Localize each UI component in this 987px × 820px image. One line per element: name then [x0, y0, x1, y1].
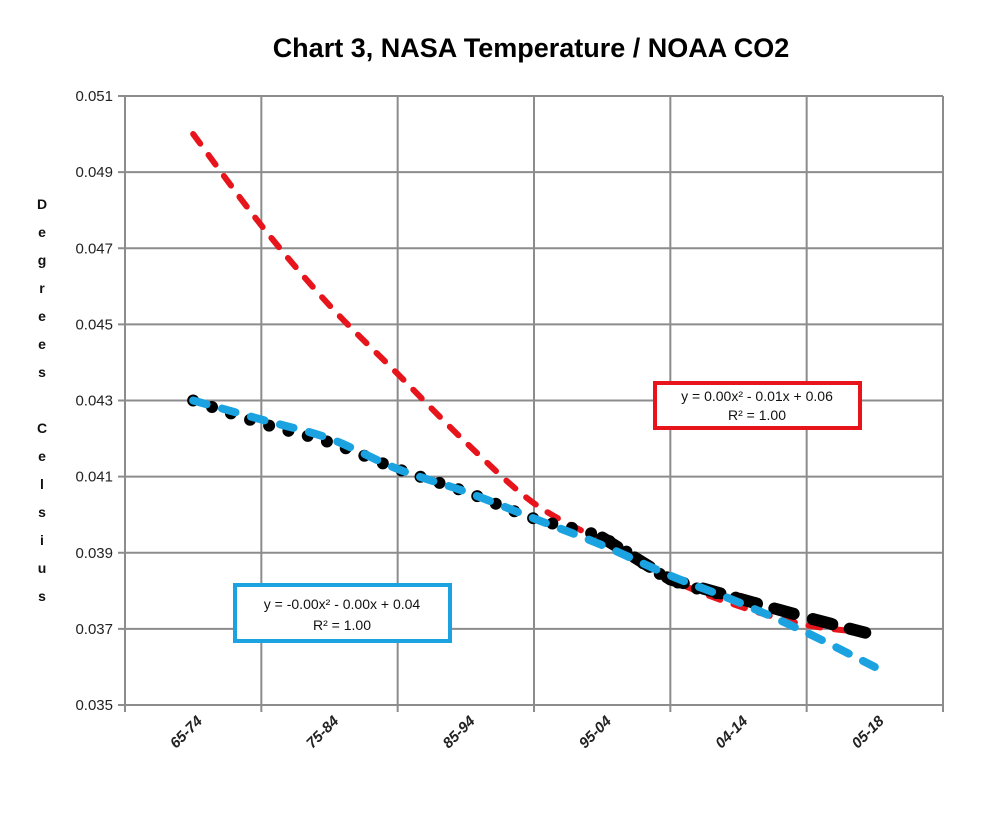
- y-axis-ticks: 0.035 0.037 0.039 0.041 0.043 0.045 0.047 0.049…: [75, 88, 113, 714]
- red-equation-text: y = 0.00x² - 0.01x + 0.06: [681, 388, 833, 404]
- y-tick-label: 0.043: [75, 393, 113, 410]
- red-r2-text: R² = 1.00: [728, 407, 786, 423]
- x-tick-label: 65-74: [167, 712, 207, 752]
- chart-title: Chart 3, NASA Temperature / NOAA CO2: [273, 33, 790, 63]
- series-group: [187, 131, 879, 671]
- y-tick-label: 0.049: [75, 164, 113, 181]
- y-axis-label-letter: s: [38, 364, 46, 380]
- y-axis-label-letter: i: [40, 532, 44, 548]
- trendline-red: [190, 131, 872, 636]
- x-tick-label: 85-94: [440, 712, 480, 752]
- y-tick-label: 0.047: [75, 240, 113, 257]
- blue-equation-border: [233, 583, 452, 643]
- red-equation-box: y = 0.00x² - 0.01x + 0.06 R² = 1.00: [653, 381, 862, 430]
- red-equation-border: [653, 381, 862, 430]
- trendline-blue: [189, 396, 879, 671]
- blue-equation-box: y = -0.00x² - 0.00x + 0.04 R² = 1.00: [233, 583, 452, 643]
- y-axis-label-letter: e: [38, 308, 46, 324]
- x-tick-label: 75-84: [303, 712, 343, 752]
- x-tick-label: 95-04: [576, 712, 616, 752]
- y-tick-label: 0.051: [75, 88, 113, 105]
- y-tick-label: 0.039: [75, 545, 113, 562]
- y-axis-label-letter: g: [38, 252, 47, 268]
- y-axis-label-letter: e: [38, 336, 46, 352]
- x-tick-label: 04-14: [712, 712, 752, 752]
- y-tick-label: 0.045: [75, 316, 113, 333]
- y-axis-label-letter: C: [37, 420, 47, 436]
- x-tick-label: 05-18: [849, 712, 889, 752]
- x-axis-ticks: 65-74 75-84 85-94 95-04 04-14 05-18: [167, 712, 888, 752]
- blue-equation-text: y = -0.00x² - 0.00x + 0.04: [264, 596, 421, 612]
- y-axis-label-letter: e: [38, 448, 46, 464]
- blue-r2-text: R² = 1.00: [313, 617, 371, 633]
- y-axis-label-letter: r: [39, 280, 45, 296]
- y-tick-label: 0.041: [75, 469, 113, 486]
- y-axis-label-letter: l: [40, 476, 44, 492]
- y-axis-label-letter: D: [37, 196, 47, 212]
- y-axis-label-letter: u: [38, 560, 47, 576]
- y-tick-label: 0.037: [75, 621, 113, 638]
- y-axis-label-letter: s: [38, 504, 46, 520]
- y-tick-label: 0.035: [75, 697, 113, 714]
- y-axis-label-letter: e: [38, 224, 46, 240]
- y-axis-label-letter: s: [38, 588, 46, 604]
